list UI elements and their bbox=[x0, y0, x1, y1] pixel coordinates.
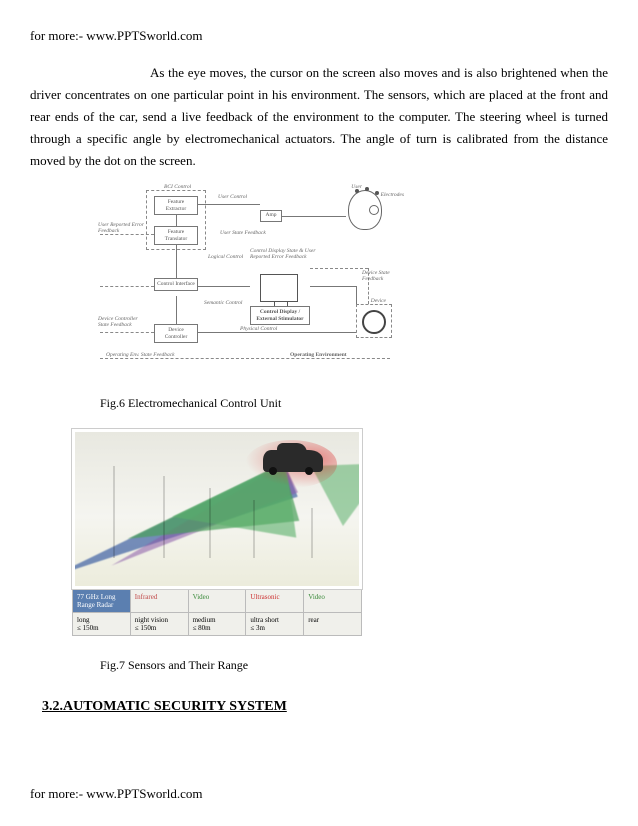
lbl-op-env: Operating Environment bbox=[290, 352, 347, 358]
section-heading: 3.2.AUTOMATIC SECURITY SYSTEM bbox=[42, 699, 608, 715]
sensor-table-cell: long ≤ 150m bbox=[73, 613, 131, 636]
lbl-cds: Control Display State & User Reported Er… bbox=[250, 248, 320, 260]
sensor-table-header: Video bbox=[304, 590, 362, 613]
lbl-user-state: User State Feedback bbox=[220, 230, 266, 236]
user-label: User bbox=[351, 184, 362, 190]
sensor-table-header: Infrared bbox=[130, 590, 188, 613]
body-paragraph-text: As the eye moves, the cursor on the scre… bbox=[30, 65, 608, 168]
conn bbox=[198, 286, 250, 287]
user-head-icon bbox=[348, 190, 382, 230]
box-device-controller: Device Controller bbox=[154, 324, 198, 343]
conn bbox=[176, 244, 177, 278]
lbl-logical: Logical Control bbox=[208, 254, 243, 260]
figure-7: 77 GHz Long Range RadarInfraredVideoUltr… bbox=[72, 429, 362, 636]
sensor-table-cell: medium ≤ 80m bbox=[188, 613, 246, 636]
box-feature-extractor: Feature Extractor bbox=[154, 196, 198, 215]
lbl-semantic: Semantic Control bbox=[204, 300, 242, 306]
box-control-interface: Control Interface bbox=[154, 278, 198, 290]
lbl-device-state: Device State Feedback bbox=[362, 270, 402, 282]
sensor-table-header: Ultrasonic bbox=[246, 590, 304, 613]
sensor-table-header: Video bbox=[188, 590, 246, 613]
block-diagram: BCI Control Feature Extractor Feature Tr… bbox=[100, 186, 400, 386]
electrodes-label: Electrodes bbox=[381, 192, 404, 198]
feedback-line bbox=[310, 268, 368, 269]
feedback-line bbox=[100, 286, 154, 287]
lbl-user-control: User Control bbox=[218, 194, 247, 200]
figure-6: BCI Control Feature Extractor Feature Tr… bbox=[100, 186, 400, 386]
sensor-table-cell: ultra short ≤ 3m bbox=[246, 613, 304, 636]
page-footer: for more:- www.PPTSworld.com bbox=[30, 786, 202, 802]
conn bbox=[356, 286, 357, 304]
operating-env-line bbox=[100, 358, 390, 359]
box-display: Control Display / External Stimulator bbox=[250, 306, 310, 325]
feedback-line bbox=[100, 332, 154, 333]
lbl-physical: Physical Control bbox=[240, 326, 277, 332]
figure-7-caption: Fig.7 Sensors and Their Range bbox=[100, 658, 608, 673]
sensor-table-header: 77 GHz Long Range Radar bbox=[73, 590, 131, 613]
sensor-table-cell: night vision ≤ 150m bbox=[130, 613, 188, 636]
conn bbox=[176, 214, 177, 226]
conn bbox=[176, 296, 177, 324]
conn bbox=[310, 286, 356, 287]
box-feature-translator: Feature Translator bbox=[154, 226, 198, 245]
lbl-user-reported: User Reported Error Feedback bbox=[98, 222, 146, 234]
bci-control-label: BCI Control bbox=[164, 184, 191, 190]
sensor-table-cell: rear bbox=[304, 613, 362, 636]
sensor-range-graphic bbox=[72, 429, 362, 589]
device-label: Device bbox=[371, 298, 386, 304]
figure-6-wrap: BCI Control Feature Extractor Feature Tr… bbox=[30, 186, 608, 411]
lbl-op-env-fb: Operating Env. State Feedback bbox=[106, 352, 175, 358]
car-icon bbox=[263, 450, 323, 472]
body-paragraph: As the eye moves, the cursor on the scre… bbox=[30, 62, 608, 172]
monitor-icon bbox=[260, 274, 298, 302]
conn bbox=[198, 204, 260, 205]
conn bbox=[282, 216, 346, 217]
page-header: for more:- www.PPTSworld.com bbox=[30, 28, 608, 44]
figure-7-wrap: 77 GHz Long Range RadarInfraredVideoUltr… bbox=[30, 429, 608, 673]
lbl-dcs: Device Controller State Feedback bbox=[98, 316, 150, 328]
sensor-range-table: 77 GHz Long Range RadarInfraredVideoUltr… bbox=[72, 589, 362, 636]
figure-6-caption: Fig.6 Electromechanical Control Unit bbox=[100, 396, 608, 411]
feedback-line bbox=[100, 234, 154, 235]
box-amp: Amp bbox=[260, 210, 282, 222]
conn bbox=[198, 332, 356, 333]
